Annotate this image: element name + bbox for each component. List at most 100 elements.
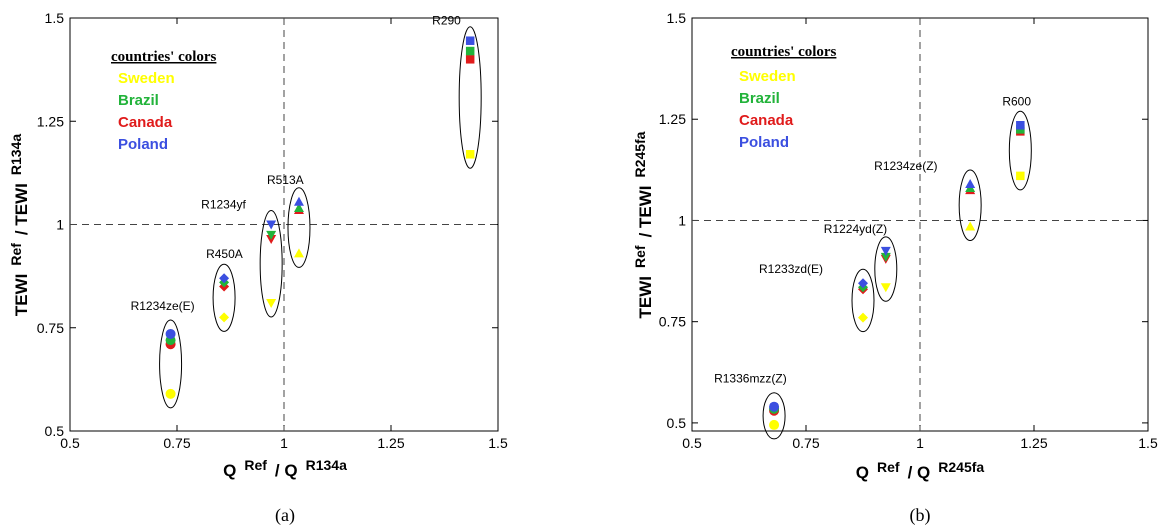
data-point-sweden [219,312,230,323]
legend-item-canada: Canada [739,112,794,129]
legend-item-poland: Poland [739,134,789,151]
panel-b-chart: 0.5 0.75 1 1.25 1.5 0.5 0.75 1 1.25 1.5 R1336mzz… [632,10,1158,526]
y-tick-label: 0.75 [659,314,686,330]
group-label: R1336mzz(Z) [714,372,787,386]
data-point-canada [465,55,475,64]
legend: countries' colors Sweden Brazil Canada P… [111,49,217,153]
group-label: R1234yf [201,198,246,212]
group-label: R1224yd(Z) [824,222,887,236]
y-tick-label: 1.5 [667,10,687,26]
legend-item-poland: Poland [118,136,168,153]
y-axis-title-main: TEWI [636,276,655,319]
x-tick-label: 1.25 [1020,435,1047,451]
group-ellipse [259,209,283,318]
x-tick-labels: 0.5 0.75 1 1.25 1.5 [682,435,1158,451]
panel-label-a: (a) [275,505,295,526]
y-axis-title: TEWI Ref / TEWI R245fa [632,131,655,318]
legend-item-sweden: Sweden [739,68,796,85]
group-label: R1234ze(E) [131,299,195,313]
tick-marks [691,17,1149,431]
data-points [769,121,1025,430]
x-tick-label: 0.75 [792,435,819,451]
x-tick-label: 1.5 [1138,435,1158,451]
y-axis-title-sub-ref: Ref [8,243,24,266]
x-tick-label: 1.25 [377,435,404,451]
group-label: R290 [432,14,461,28]
data-points [165,36,475,399]
y-tick-label: 1 [678,212,686,228]
data-point-sweden [769,419,780,430]
x-axis-title-main: Q [856,463,869,482]
panel-label-b: (b) [910,505,931,526]
data-point-poland [1016,121,1025,130]
group-label: R513A [267,173,304,187]
legend-title: countries' colors [731,44,837,60]
data-point-poland [769,401,780,412]
data-point-brazil [465,46,475,56]
data-point-sweden [965,221,976,231]
x-axis-title-sep: / Q [275,461,298,480]
y-tick-label: 0.75 [37,320,64,336]
group-ellipse [287,187,311,268]
y-axis-title-sub-ref: Ref [632,245,648,268]
y-tick-labels: 0.5 0.75 1 1.25 1.5 [37,10,64,439]
x-tick-labels: 0.5 0.75 1 1.25 1.5 [60,435,508,451]
group-ellipse [851,268,875,333]
data-point-poland [965,179,976,189]
group-labels: R1234ze(E) R450A R1234yf R513A R290 [131,14,462,313]
data-point-sweden [858,312,868,323]
panel-a-chart: 0.5 0.75 1 1.25 1.5 0.5 0.75 1 1.25 1.5 R1234ze(… [8,10,508,526]
group-ellipse [458,26,482,169]
y-tick-label: 1.25 [659,111,686,127]
reference-lines [70,18,498,431]
data-point-poland [293,196,304,206]
group-ellipses [159,26,482,409]
x-axis-title-main: Q [223,461,236,480]
x-axis-title: Q Ref / Q R134a [223,457,347,480]
data-point-poland [165,328,176,339]
y-tick-label: 0.5 [45,423,65,439]
x-tick-label: 0.5 [60,435,80,451]
y-tick-label: 0.5 [667,415,687,431]
x-tick-label: 1.5 [488,435,508,451]
legend-item-brazil: Brazil [118,92,159,109]
data-point-sweden [266,298,277,308]
data-point-poland [858,278,868,289]
y-axis-title-main: TEWI [12,274,31,317]
x-axis-title-sub-base: R134a [306,457,347,473]
x-axis-title-sub-base: R245fa [938,459,984,475]
group-labels: R1336mzz(Z) R1233zd(E) R1224yd(Z) R1234ze(Z… [714,94,1031,385]
legend-item-canada: Canada [118,114,173,131]
x-axis-title-sep: / Q [908,463,931,482]
y-axis-title-sub-base: R134a [8,134,24,175]
x-tick-label: 1 [280,435,288,451]
legend-item-brazil: Brazil [739,90,780,107]
group-ellipse [762,392,786,440]
data-point-sweden [880,283,891,293]
group-ellipse [159,319,183,409]
data-point-poland [266,220,277,230]
group-ellipses [762,110,1032,440]
data-point-poland [219,273,230,284]
reference-lines [692,18,1148,431]
legend-title: countries' colors [111,49,217,65]
tick-marks [69,17,499,432]
data-point-poland [465,36,475,45]
group-ellipse [874,236,898,302]
group-ellipse [1008,110,1032,191]
legend: countries' colors Sweden Brazil Canada P… [731,44,837,151]
x-axis-title: Q Ref / Q R245fa [856,459,985,482]
group-label: R600 [1002,94,1031,108]
y-tick-labels: 0.5 0.75 1 1.25 1.5 [659,10,686,431]
data-point-sweden [465,150,475,159]
legend-item-sweden: Sweden [118,70,175,87]
y-axis-title-sub-base: R245fa [632,131,648,177]
y-tick-label: 1.25 [37,113,64,129]
data-point-poland [880,246,891,256]
group-ellipse [212,263,236,332]
data-point-brazil [880,252,891,262]
x-tick-label: 1 [916,435,924,451]
data-point-sweden [1016,171,1025,181]
x-axis-title-sub-ref: Ref [244,457,267,473]
